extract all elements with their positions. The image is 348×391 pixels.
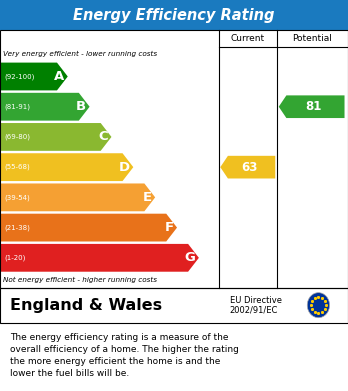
Polygon shape: [279, 95, 345, 118]
Text: E: E: [143, 191, 152, 204]
Text: 2002/91/EC: 2002/91/EC: [230, 306, 278, 315]
Polygon shape: [0, 123, 111, 151]
Text: A: A: [54, 70, 64, 83]
Text: C: C: [98, 131, 108, 143]
Text: B: B: [76, 100, 86, 113]
Polygon shape: [0, 183, 155, 211]
Text: The energy efficiency rating is a measure of the
overall efficiency of a home. T: The energy efficiency rating is a measur…: [10, 333, 239, 378]
Text: Not energy efficient - higher running costs: Not energy efficient - higher running co…: [3, 277, 158, 283]
Text: Potential: Potential: [293, 34, 332, 43]
Text: (39-54): (39-54): [4, 194, 30, 201]
Text: 63: 63: [242, 161, 258, 174]
Bar: [0, 288, 348, 323]
Text: 81: 81: [305, 100, 322, 113]
Text: England & Wales: England & Wales: [10, 298, 163, 313]
Polygon shape: [0, 244, 199, 272]
Bar: [0, 0, 348, 30]
Text: Very energy efficient - lower running costs: Very energy efficient - lower running co…: [3, 51, 158, 57]
Text: G: G: [185, 251, 196, 264]
Circle shape: [307, 292, 330, 318]
Polygon shape: [0, 93, 89, 120]
Text: (69-80): (69-80): [4, 134, 30, 140]
Text: Energy Efficiency Rating: Energy Efficiency Rating: [73, 7, 275, 23]
Text: (55-68): (55-68): [4, 164, 30, 170]
Bar: [0, 30, 348, 288]
Text: (1-20): (1-20): [4, 255, 25, 261]
Text: Current: Current: [231, 34, 265, 43]
Text: (81-91): (81-91): [4, 104, 30, 110]
Text: (21-38): (21-38): [4, 224, 30, 231]
Polygon shape: [220, 156, 275, 178]
Text: EU Directive: EU Directive: [230, 296, 282, 305]
Polygon shape: [0, 214, 177, 242]
Text: F: F: [165, 221, 174, 234]
Text: D: D: [119, 161, 130, 174]
Polygon shape: [0, 153, 133, 181]
Text: (92-100): (92-100): [4, 73, 34, 80]
Polygon shape: [0, 63, 68, 90]
